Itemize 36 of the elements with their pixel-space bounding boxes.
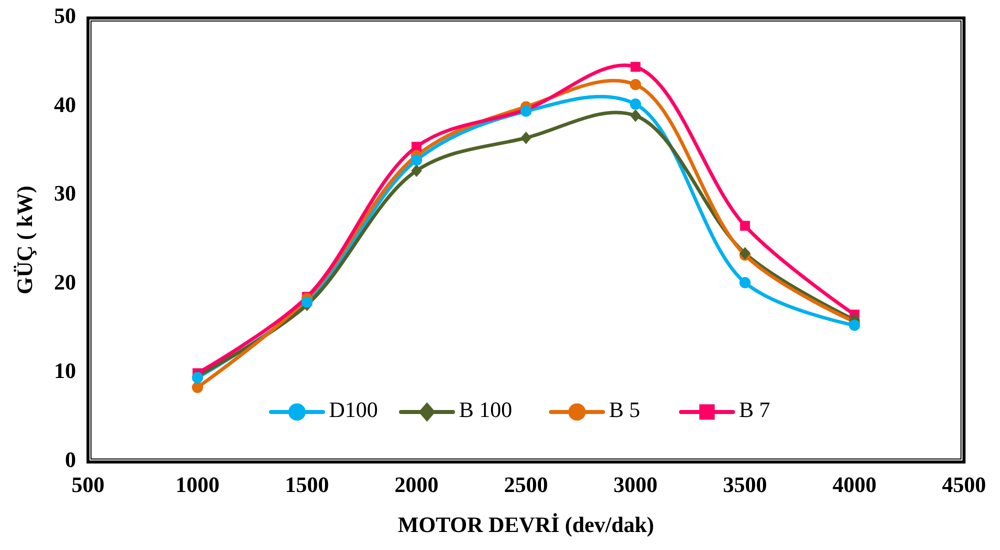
- x-tick-label: 2500: [504, 472, 548, 497]
- x-tick-label: 2000: [394, 472, 438, 497]
- legend-label: B 5: [609, 397, 640, 422]
- point: [411, 164, 422, 178]
- x-tick-label: 1000: [176, 472, 220, 497]
- point: [520, 106, 532, 117]
- point: [520, 132, 532, 144]
- legend-label: B 100: [459, 397, 512, 422]
- y-tick-label: 30: [54, 180, 76, 206]
- point: [192, 372, 204, 384]
- y-tick-label: 0: [65, 447, 76, 472]
- y-tick-label: 50: [54, 3, 76, 28]
- y-axis-title: GÜÇ ( kW): [12, 186, 37, 294]
- point: [192, 382, 204, 393]
- x-tick-label: 1500: [285, 472, 329, 497]
- point: [630, 62, 640, 72]
- point: [740, 220, 750, 231]
- x-tick-label: 4000: [832, 472, 876, 497]
- point: [630, 79, 642, 90]
- x-axis-title: MOTOR DEVRİ (dev/dak): [398, 512, 654, 537]
- point: [739, 277, 751, 288]
- legend-label: D100: [329, 397, 378, 422]
- point: [630, 109, 641, 122]
- point: [630, 98, 642, 110]
- x-tick-label: 3000: [614, 472, 658, 497]
- y-tick-label: 20: [54, 269, 76, 294]
- y-tick-label: 40: [54, 92, 76, 117]
- x-tick-label: 500: [72, 472, 104, 497]
- legend-label: B 7: [739, 397, 770, 422]
- point: [410, 154, 422, 166]
- x-tick-label: 3500: [723, 472, 767, 497]
- point: [848, 320, 860, 331]
- y-tick-label: 10: [54, 358, 76, 384]
- x-tick-label: 4500: [942, 472, 986, 497]
- point: [301, 296, 313, 308]
- point: [740, 247, 750, 260]
